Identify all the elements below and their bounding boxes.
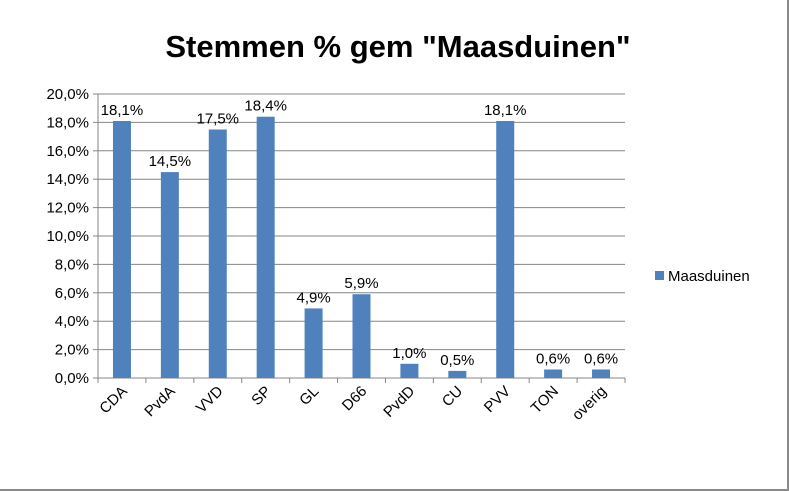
data-label-ton: 0,6%: [536, 350, 570, 367]
data-label-pvda: 14,5%: [149, 153, 192, 170]
x-tick-label: VVD: [193, 383, 227, 417]
x-tick-label: PvdD: [380, 383, 418, 421]
bar-pvv: [496, 120, 515, 378]
x-tick-label: overig: [569, 383, 610, 424]
x-tick-label: CDA: [96, 383, 130, 417]
data-label-gl: 4,9%: [296, 289, 330, 306]
bar-vvd: [208, 129, 227, 378]
x-tick-label: SP: [248, 383, 274, 409]
data-label-overig: 0,6%: [584, 350, 618, 367]
y-tick-label: 8,0%: [55, 256, 89, 273]
y-tick-label: 2,0%: [55, 342, 89, 359]
y-tick-label: 4,0%: [55, 313, 89, 330]
bar-d66: [352, 294, 371, 378]
legend: Maasduinen: [655, 268, 750, 285]
bar-pvda: [160, 172, 179, 378]
bar-ton: [544, 369, 563, 378]
y-tick-label: 20,0%: [46, 86, 89, 103]
y-tick-label: 16,0%: [46, 143, 89, 160]
bar-overig: [592, 369, 611, 378]
y-tick-label: 0,0%: [55, 370, 89, 387]
y-tick-label: 6,0%: [55, 285, 89, 302]
x-tick-label: PvdA: [141, 383, 178, 420]
y-tick-label: 18,0%: [46, 114, 89, 131]
data-label-cu: 0,5%: [440, 352, 474, 369]
bar-sp: [256, 116, 275, 378]
y-tick-label: 14,0%: [46, 171, 89, 188]
x-tick-label: TON: [528, 383, 562, 417]
data-label-d66: 5,9%: [344, 275, 378, 292]
chart-title: Stemmen % gem "Maasduinen": [165, 29, 630, 64]
bars: [112, 116, 611, 378]
bar-pvdd: [400, 363, 419, 378]
gridlines: [98, 93, 625, 351]
y-tick-label: 12,0%: [46, 200, 89, 217]
legend-swatch: [655, 271, 664, 280]
y-axis-ticks: 0,0% 2,0% 4,0% 6,0% 8,0% 10,0% 12,0% 14,0% 16,0%…: [46, 86, 98, 387]
data-label-pvdd: 1,0%: [392, 345, 426, 362]
data-label-pvv: 18,1%: [484, 102, 527, 119]
bar-cda: [112, 120, 131, 378]
y-tick-label: 10,0%: [46, 228, 89, 245]
bar-cu: [448, 370, 467, 378]
x-tick-label: PVV: [481, 383, 514, 416]
data-label-sp: 18,4%: [244, 98, 287, 115]
bar-gl: [304, 308, 323, 378]
data-label-cda: 18,1%: [101, 102, 144, 119]
legend-label: Maasduinen: [668, 268, 750, 285]
x-tick-label: GL: [296, 383, 322, 409]
x-tick-label: D66: [339, 383, 370, 414]
data-labels: 18,1% 14,5% 17,5% 18,4% 4,9% 5,9% 1,0% 0,5% 18,1…: [101, 98, 618, 369]
data-label-vvd: 17,5%: [196, 111, 239, 128]
x-axis-ticks: CDA PvdA VVD SP GL D66 PvdD CU PVV TON overig: [96, 383, 610, 424]
x-tick-label: CU: [439, 383, 466, 410]
